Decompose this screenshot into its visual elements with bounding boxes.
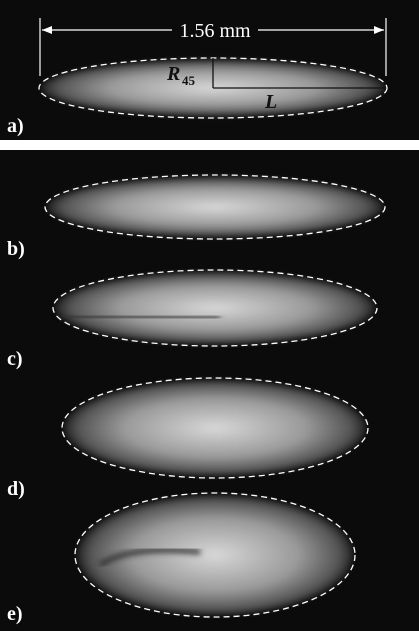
panel-label: b): [7, 238, 25, 260]
radius-label: R: [166, 63, 180, 85]
radius-subscript: 45: [182, 73, 196, 88]
panel-label: d): [7, 478, 25, 500]
panel-label: a): [7, 115, 24, 137]
droplet-image: [55, 272, 375, 344]
figure: 1.56 mm R 45 L a) b) c) d) e): [0, 0, 419, 631]
scale-label: 1.56 mm: [179, 20, 251, 42]
panel-label: c): [7, 348, 23, 370]
panel-label: e): [7, 603, 23, 625]
page: 1.56 mm R 45 L a) b) c) d) e) (() => { c…: [0, 0, 419, 631]
droplet-image: [47, 177, 383, 237]
dark-stripe: [62, 316, 220, 318]
length-label: L: [264, 91, 277, 113]
